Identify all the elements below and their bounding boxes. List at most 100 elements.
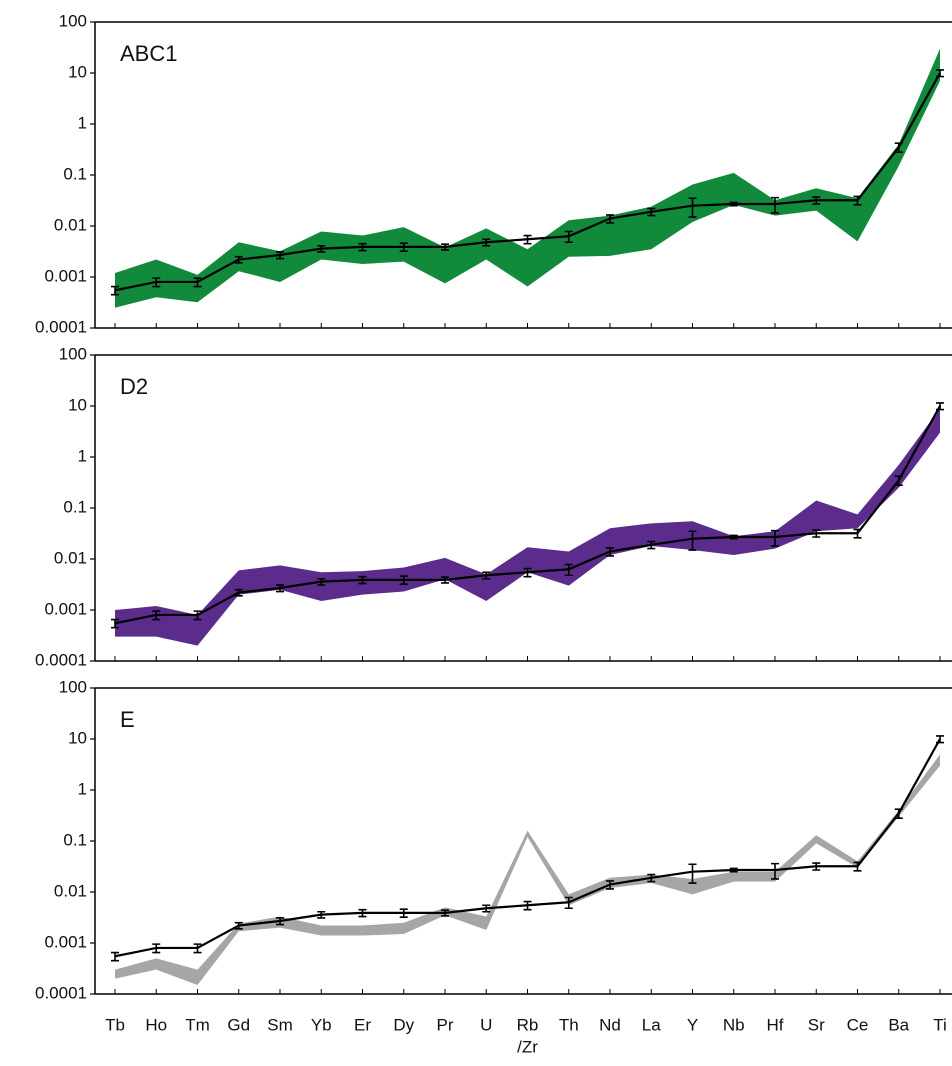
x-tick-label: Nd xyxy=(599,1015,621,1034)
error-bar xyxy=(152,277,161,288)
error-bar xyxy=(317,577,326,586)
error-bar xyxy=(812,196,821,205)
error-bar xyxy=(936,69,944,78)
error-bar xyxy=(688,197,697,218)
error-bar xyxy=(482,238,491,247)
range-band xyxy=(115,754,940,986)
error-bar xyxy=(152,943,161,954)
error-bar xyxy=(111,951,119,962)
error-bar xyxy=(564,563,573,577)
range-band xyxy=(115,408,940,646)
y-tick-label: 1 xyxy=(78,779,87,798)
y-tick-label: 0.0001 xyxy=(35,650,87,669)
y-tick-label: 0.001 xyxy=(44,599,87,618)
error-bar xyxy=(523,567,532,578)
range-band xyxy=(115,48,940,308)
error-bar xyxy=(276,251,284,260)
x-tick-label: Ce xyxy=(847,1015,869,1034)
error-bar xyxy=(358,242,367,252)
y-tick-label: 0.1 xyxy=(63,497,87,516)
error-bar xyxy=(729,867,738,873)
error-bar xyxy=(853,861,862,872)
error-bar xyxy=(193,277,202,288)
x-tick-label: Sm xyxy=(267,1015,293,1034)
error-bar xyxy=(936,402,944,411)
x-tick-label: Ti xyxy=(933,1015,947,1034)
error-bar xyxy=(647,540,656,550)
error-bar xyxy=(729,534,738,540)
error-bar xyxy=(812,529,821,538)
y-tick-label: 0.01 xyxy=(54,548,87,567)
x-tick-label: Yb xyxy=(311,1015,332,1034)
error-bar xyxy=(358,575,367,585)
x-tick-label: Th xyxy=(559,1015,579,1034)
x-tick-label: Tb xyxy=(105,1015,125,1034)
error-bar xyxy=(441,576,449,584)
error-bar xyxy=(688,530,697,551)
x-tick-label: Nb xyxy=(723,1015,745,1034)
x-tick-label: Ba xyxy=(888,1015,909,1034)
panel-label: E xyxy=(120,707,135,732)
y-tick-label: 0.001 xyxy=(44,266,87,285)
x-tick-label: Hf xyxy=(767,1015,784,1034)
error-bar xyxy=(771,862,779,880)
y-tick-label: 1 xyxy=(78,446,87,465)
error-bar xyxy=(688,863,697,884)
y-tick-label: 100 xyxy=(59,344,87,363)
error-bar xyxy=(894,142,903,153)
error-bar xyxy=(234,588,243,597)
error-bar xyxy=(111,285,119,296)
y-tick-label: 0.001 xyxy=(44,932,87,951)
error-bar xyxy=(771,529,779,547)
y-tick-label: 0.1 xyxy=(63,830,87,849)
error-bar xyxy=(853,528,862,539)
error-bar xyxy=(564,896,573,910)
y-tick-label: 0.0001 xyxy=(35,317,87,336)
y-tick-label: 0.1 xyxy=(63,164,87,183)
error-bar xyxy=(564,230,573,244)
x-tick-label: Er xyxy=(354,1015,371,1034)
y-tick-label: 0.01 xyxy=(54,215,87,234)
y-tick-label: 10 xyxy=(68,728,87,747)
error-bar xyxy=(276,917,284,926)
x-tick-label: Dy xyxy=(393,1015,414,1034)
error-bar xyxy=(399,242,408,253)
error-bar xyxy=(441,243,449,251)
error-bar xyxy=(606,880,614,890)
error-bar xyxy=(234,255,243,264)
error-bar xyxy=(482,571,491,580)
x-tick-label: U xyxy=(480,1015,492,1034)
y-tick-label: 1 xyxy=(78,113,87,132)
y-tick-label: 100 xyxy=(59,11,87,30)
error-bar xyxy=(317,244,326,253)
x-tick-label: Sr xyxy=(808,1015,825,1034)
error-bar xyxy=(936,735,944,744)
error-bar xyxy=(234,921,243,930)
error-bar xyxy=(193,943,202,954)
error-bar xyxy=(771,196,779,214)
error-bar xyxy=(523,900,532,911)
error-bar xyxy=(482,904,491,913)
y-tick-label: 0.0001 xyxy=(35,983,87,1002)
error-bar xyxy=(317,910,326,919)
panel-label: D2 xyxy=(120,374,148,399)
y-tick-label: 0.01 xyxy=(54,881,87,900)
error-bar xyxy=(729,201,738,207)
x-tick-label: Y xyxy=(687,1015,698,1034)
error-bar xyxy=(358,908,367,918)
x-tick-label: Tm xyxy=(185,1015,210,1034)
error-bar xyxy=(894,808,903,819)
x-tick-label: Pr xyxy=(437,1015,454,1034)
x-tick-label: Rb xyxy=(517,1015,539,1034)
error-bar xyxy=(111,618,119,629)
x-axis-label: /Zr xyxy=(517,1037,538,1056)
error-bar xyxy=(606,547,614,557)
error-bar xyxy=(853,195,862,206)
error-bar xyxy=(441,909,449,917)
error-bar xyxy=(606,214,614,224)
error-bar xyxy=(152,610,161,621)
error-bar xyxy=(276,584,284,593)
panel-label: ABC1 xyxy=(120,41,177,66)
y-tick-label: 10 xyxy=(68,62,87,81)
